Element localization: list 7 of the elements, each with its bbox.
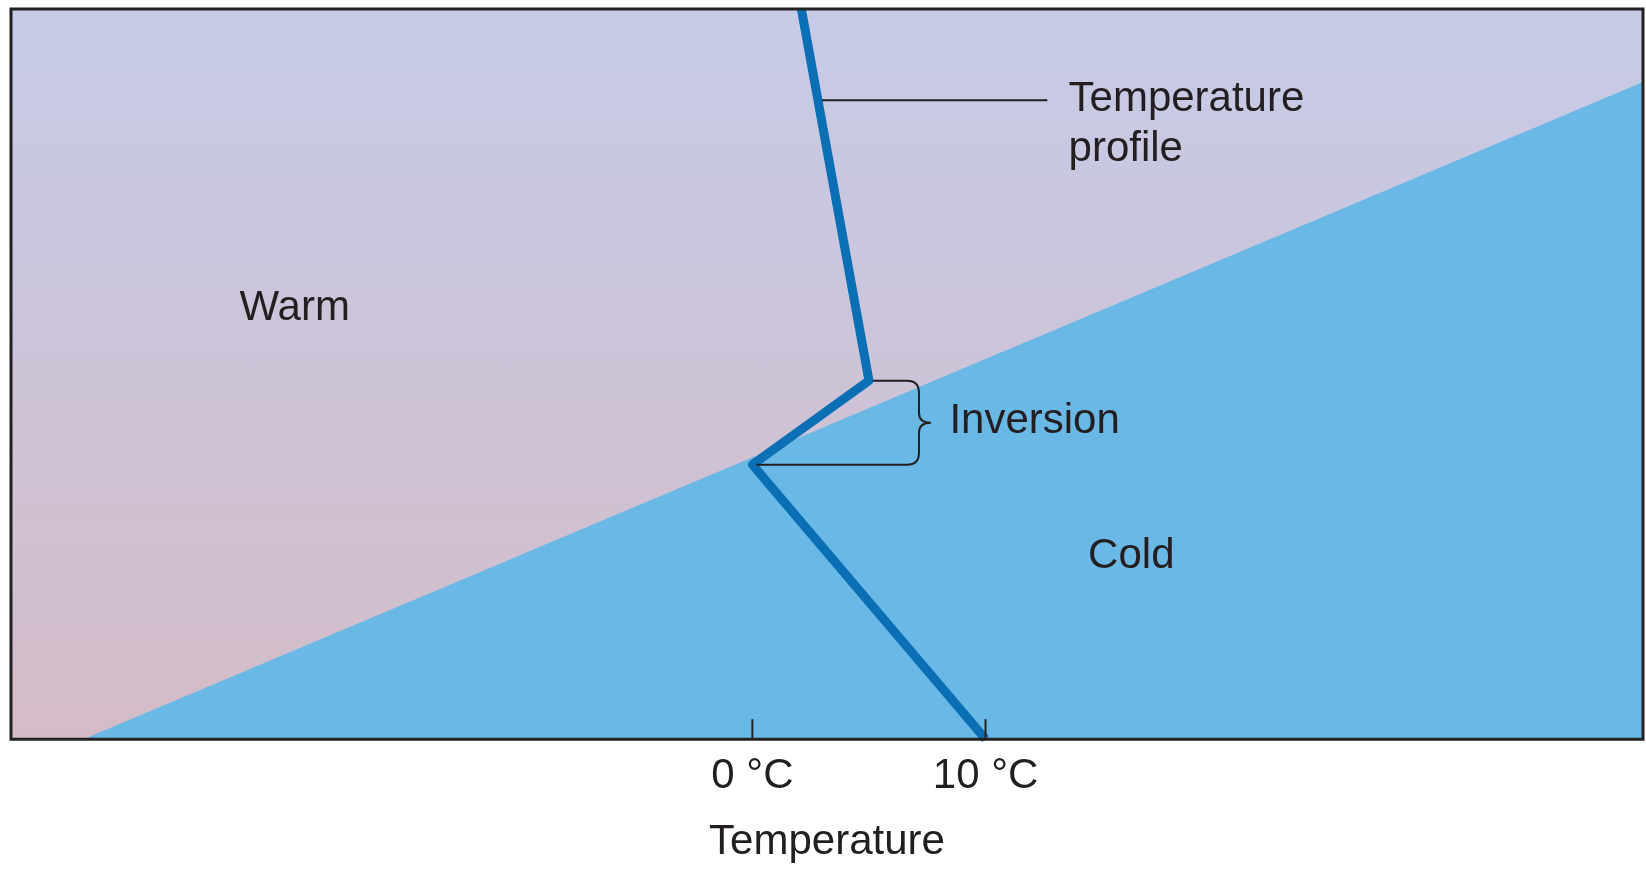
annotation: Cold — [1088, 530, 1175, 578]
annotation: Inversion — [949, 395, 1120, 443]
x-axis-title: Temperature — [709, 816, 945, 864]
x-tick-label: 10 °C — [932, 749, 1039, 797]
annotation: Warm — [239, 281, 350, 329]
annotation: Temperature profile — [1068, 72, 1305, 170]
x-tick-label: 0 °C — [711, 749, 794, 797]
